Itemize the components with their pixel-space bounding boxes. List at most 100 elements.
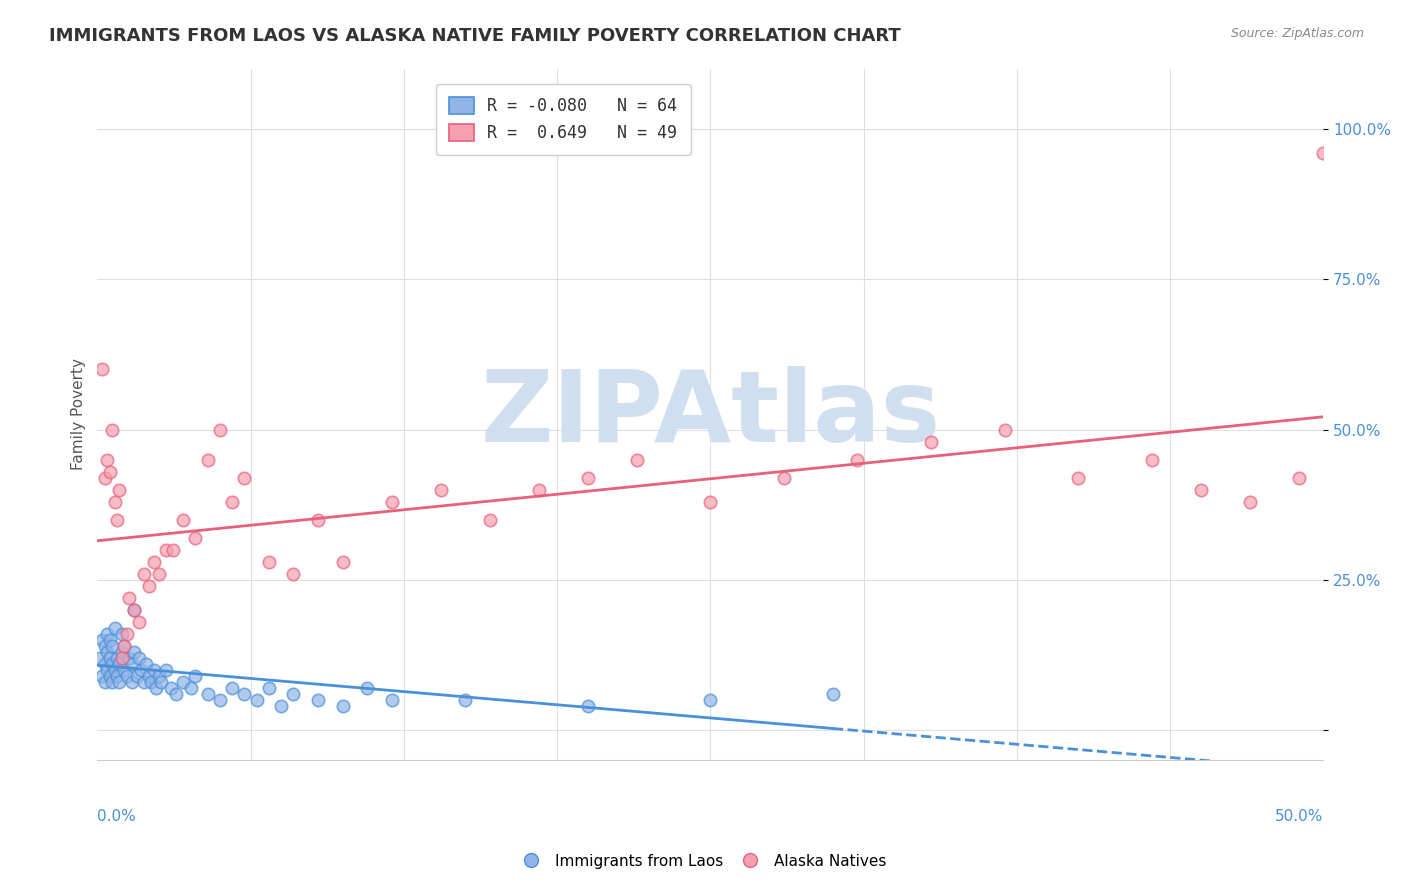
Point <box>283 566 305 581</box>
Point <box>122 603 145 617</box>
Point <box>172 675 194 690</box>
Point <box>381 494 404 508</box>
Point <box>118 651 141 665</box>
Point <box>180 681 202 696</box>
Point <box>221 494 243 508</box>
Point <box>155 663 177 677</box>
Point <box>1312 145 1334 160</box>
Legend: R = -0.080   N = 64, R =  0.649   N = 49: R = -0.080 N = 64, R = 0.649 N = 49 <box>436 84 690 155</box>
Point <box>208 423 231 437</box>
Point <box>93 639 115 653</box>
Point <box>993 423 1015 437</box>
Point <box>108 675 131 690</box>
Point <box>246 693 269 707</box>
Point <box>150 675 173 690</box>
Point <box>1140 452 1163 467</box>
Point <box>773 470 796 484</box>
Point <box>332 555 354 569</box>
Point <box>93 675 115 690</box>
Point <box>105 669 128 683</box>
Point <box>93 470 115 484</box>
Point <box>98 633 121 648</box>
Point <box>96 452 118 467</box>
Point <box>155 542 177 557</box>
Point <box>1288 470 1310 484</box>
Point <box>478 513 501 527</box>
Point <box>184 531 207 545</box>
Point <box>1189 483 1212 497</box>
Point <box>98 651 121 665</box>
Point <box>121 657 143 672</box>
Point <box>122 603 145 617</box>
Point <box>128 615 150 629</box>
Point <box>142 555 165 569</box>
Point <box>283 687 305 701</box>
Point <box>111 651 134 665</box>
Point <box>1337 434 1360 449</box>
Point <box>142 663 165 677</box>
Point <box>172 513 194 527</box>
Point <box>111 627 134 641</box>
Point <box>98 465 121 479</box>
Point <box>197 687 219 701</box>
Point <box>118 591 141 605</box>
Point <box>101 657 124 672</box>
Point <box>101 675 124 690</box>
Point <box>626 452 648 467</box>
Point <box>221 681 243 696</box>
Point <box>98 669 121 683</box>
Point <box>101 639 124 653</box>
Point <box>108 483 131 497</box>
Point <box>112 639 135 653</box>
Point <box>105 513 128 527</box>
Point <box>96 663 118 677</box>
Point <box>122 645 145 659</box>
Point <box>89 651 111 665</box>
Point <box>125 669 148 683</box>
Point <box>96 627 118 641</box>
Point <box>356 681 378 696</box>
Point <box>138 579 160 593</box>
Point <box>91 362 114 376</box>
Point <box>131 663 153 677</box>
Point <box>429 483 451 497</box>
Point <box>381 693 404 707</box>
Point <box>197 452 219 467</box>
Point <box>160 681 183 696</box>
Point <box>821 687 844 701</box>
Point <box>132 675 155 690</box>
Point <box>1067 470 1090 484</box>
Point <box>138 669 160 683</box>
Point <box>699 693 721 707</box>
Point <box>307 513 329 527</box>
Point <box>332 699 354 714</box>
Y-axis label: Family Poverty: Family Poverty <box>72 359 86 470</box>
Point <box>91 633 114 648</box>
Point <box>257 681 280 696</box>
Point <box>307 693 329 707</box>
Point <box>91 669 114 683</box>
Point <box>148 566 170 581</box>
Point <box>112 663 135 677</box>
Text: 0.0%: 0.0% <box>97 809 136 824</box>
Point <box>121 675 143 690</box>
Point <box>270 699 292 714</box>
Point <box>111 645 134 659</box>
Point <box>141 675 163 690</box>
Point <box>112 639 135 653</box>
Point <box>920 434 942 449</box>
Text: 50.0%: 50.0% <box>1275 809 1323 824</box>
Point <box>101 423 124 437</box>
Point <box>145 681 167 696</box>
Point <box>233 470 256 484</box>
Point <box>115 669 138 683</box>
Point <box>527 483 550 497</box>
Point <box>162 542 184 557</box>
Text: ZIPAtlas: ZIPAtlas <box>481 366 941 463</box>
Point <box>576 470 599 484</box>
Point <box>128 651 150 665</box>
Point <box>108 657 131 672</box>
Point <box>103 663 125 677</box>
Point <box>699 494 721 508</box>
Point <box>184 669 207 683</box>
